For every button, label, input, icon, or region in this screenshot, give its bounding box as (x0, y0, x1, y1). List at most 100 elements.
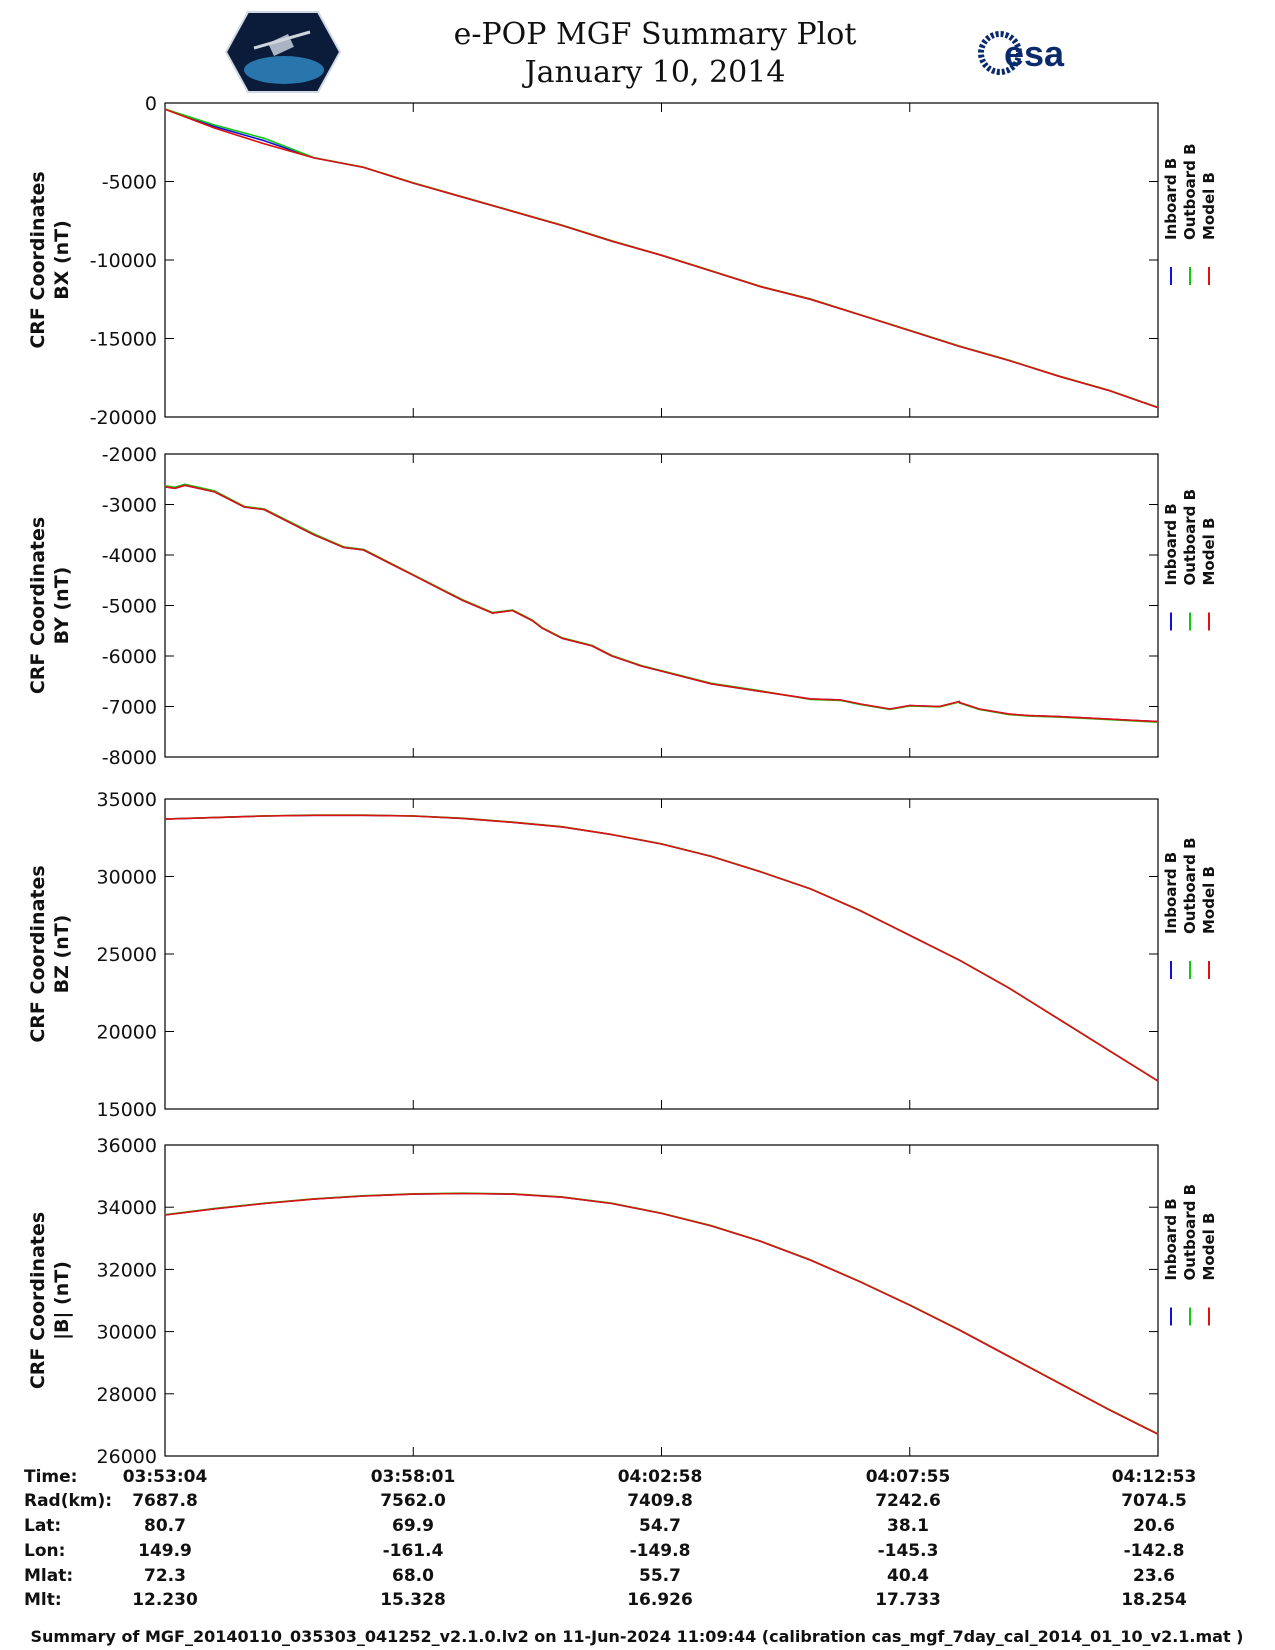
info-cell: 40.4 (887, 1566, 929, 1586)
info-cell: 04:12:53 (1112, 1467, 1197, 1487)
info-cell: 03:53:04 (123, 1467, 208, 1487)
y-tick-label: -20000 (90, 407, 157, 429)
legend-label: Outboard B (1181, 837, 1199, 934)
y-axis-label: BY (nT) (51, 567, 73, 645)
info-cell: 17.733 (875, 1590, 941, 1610)
info-cell: 04:02:58 (618, 1467, 703, 1487)
plot-title: e-POP MGF Summary Plot (454, 17, 857, 52)
info-cell: 03:58:01 (371, 1467, 456, 1487)
cassiope-logo (224, 11, 342, 93)
series-line-model-b (164, 484, 1159, 723)
info-cell: 7242.6 (875, 1491, 941, 1511)
y-tick-label: -15000 (90, 329, 157, 351)
series-line-outboard-b (164, 108, 1159, 409)
info-cell: 20.6 (1133, 1516, 1175, 1536)
y-axis-label: CRF Coordinates (27, 517, 49, 694)
info-cell: 7687.8 (132, 1491, 198, 1511)
info-row-label: Rad(km): (24, 1491, 112, 1511)
y-tick-label: 34000 (97, 1197, 157, 1219)
info-cell: 15.328 (380, 1590, 446, 1610)
info-cell: -149.8 (630, 1541, 691, 1561)
series-line-outboard-b (164, 814, 1159, 1082)
y-tick-label: -3000 (102, 495, 157, 517)
info-cell: 16.926 (627, 1590, 693, 1610)
info-cell: 72.3 (144, 1566, 186, 1586)
info-cell: 149.9 (138, 1541, 192, 1561)
y-tick-label: -2000 (102, 444, 157, 466)
y-tick-label: 35000 (97, 789, 157, 811)
info-cell: 80.7 (144, 1516, 186, 1536)
y-tick-label: 30000 (97, 1322, 157, 1344)
info-cell: 18.254 (1121, 1590, 1187, 1610)
plot-date: January 10, 2014 (522, 55, 786, 90)
panel-2: -2000 -3000 -4000 -5000 -6000 -7000 -8000 CRF C… (27, 444, 1218, 769)
series-line-model-b (164, 1192, 1159, 1435)
y-tick-label: -5000 (102, 596, 157, 618)
plot-frame (164, 798, 1159, 1110)
series-line-model-b (164, 108, 1159, 409)
legend-label: Inboard B (1162, 503, 1180, 585)
info-cell: -142.8 (1124, 1541, 1185, 1561)
series-line-model-b (164, 814, 1159, 1082)
esa-logo: esa (978, 31, 1065, 75)
y-axis-label: CRF Coordinates (27, 1212, 49, 1389)
info-cell: 23.6 (1133, 1566, 1175, 1586)
info-row-label: Mlat: (24, 1566, 73, 1586)
info-cell: 7409.8 (627, 1491, 693, 1511)
info-cell: -161.4 (383, 1541, 444, 1561)
y-tick-label: -6000 (102, 646, 157, 668)
panel-1: 0 -5000 -10000 -15000 -20000 CRF Coordinates B… (27, 93, 1218, 429)
legend-label: Model B (1200, 172, 1218, 240)
y-axis-label: BZ (nT) (51, 915, 73, 994)
y-axis-label: BX (nT) (51, 220, 73, 300)
y-tick-label: 25000 (97, 944, 157, 966)
legend-label: Model B (1200, 518, 1218, 586)
info-row-label: Mlt: (24, 1590, 62, 1610)
info-cell: 55.7 (639, 1566, 681, 1586)
y-tick-label: 26000 (97, 1446, 157, 1468)
info-cell: 38.1 (887, 1516, 929, 1536)
y-axis-label: CRF Coordinates (27, 865, 49, 1042)
info-table: Time: Rad(km): Lat: Lon: Mlat: Mlt: 03:53:04 76… (24, 1467, 1196, 1610)
info-cell: 04:07:55 (866, 1467, 951, 1487)
y-tick-label: 20000 (97, 1022, 157, 1044)
info-cell: 54.7 (639, 1516, 681, 1536)
info-cell: 7562.0 (380, 1491, 446, 1511)
y-tick-label: -7000 (102, 697, 157, 719)
y-tick-label: 0 (145, 93, 157, 115)
footer-caption: Summary of MGF_20140110_035303_041252_v2… (31, 1627, 1244, 1646)
series-line-inboard-b (164, 814, 1159, 1082)
panel-3: 35000 30000 25000 20000 15000 CRF Coordinates… (27, 789, 1218, 1121)
panel-4: 36000 34000 32000 30000 28000 26000 CRF Coordi… (27, 1135, 1218, 1468)
y-tick-label: 32000 (97, 1259, 157, 1281)
legend-label: Outboard B (1181, 489, 1199, 586)
legend-label: Model B (1200, 866, 1218, 934)
legend-label: Inboard B (1162, 1198, 1180, 1280)
series-line-inboard-b (164, 1192, 1159, 1435)
legend-label: Outboard B (1181, 143, 1199, 240)
legend-label: Inboard B (1162, 158, 1180, 240)
y-tick-label: -5000 (102, 172, 157, 194)
info-cell: 12.230 (132, 1590, 198, 1610)
plot-frame (164, 453, 1159, 758)
y-tick-label: -8000 (102, 747, 157, 769)
series-line-outboard-b (164, 483, 1159, 723)
info-cell: 69.9 (392, 1516, 434, 1536)
y-tick-label: 36000 (97, 1135, 157, 1157)
plot-frame (164, 102, 1159, 418)
esa-logo-text: esa (1004, 33, 1065, 74)
legend-label: Inboard B (1162, 852, 1180, 934)
y-axis-label: |B| (nT) (51, 1261, 73, 1340)
info-cell: -145.3 (878, 1541, 939, 1561)
y-tick-label: -10000 (90, 250, 157, 272)
info-cell: 68.0 (392, 1566, 434, 1586)
info-cell: 7074.5 (1121, 1491, 1187, 1511)
legend-label: Model B (1200, 1213, 1218, 1281)
y-tick-label: 15000 (97, 1099, 157, 1121)
info-row-label: Lon: (24, 1541, 65, 1561)
plot-frame (164, 1144, 1159, 1457)
series-line-outboard-b (164, 1192, 1159, 1435)
series-line-inboard-b (164, 108, 1159, 409)
